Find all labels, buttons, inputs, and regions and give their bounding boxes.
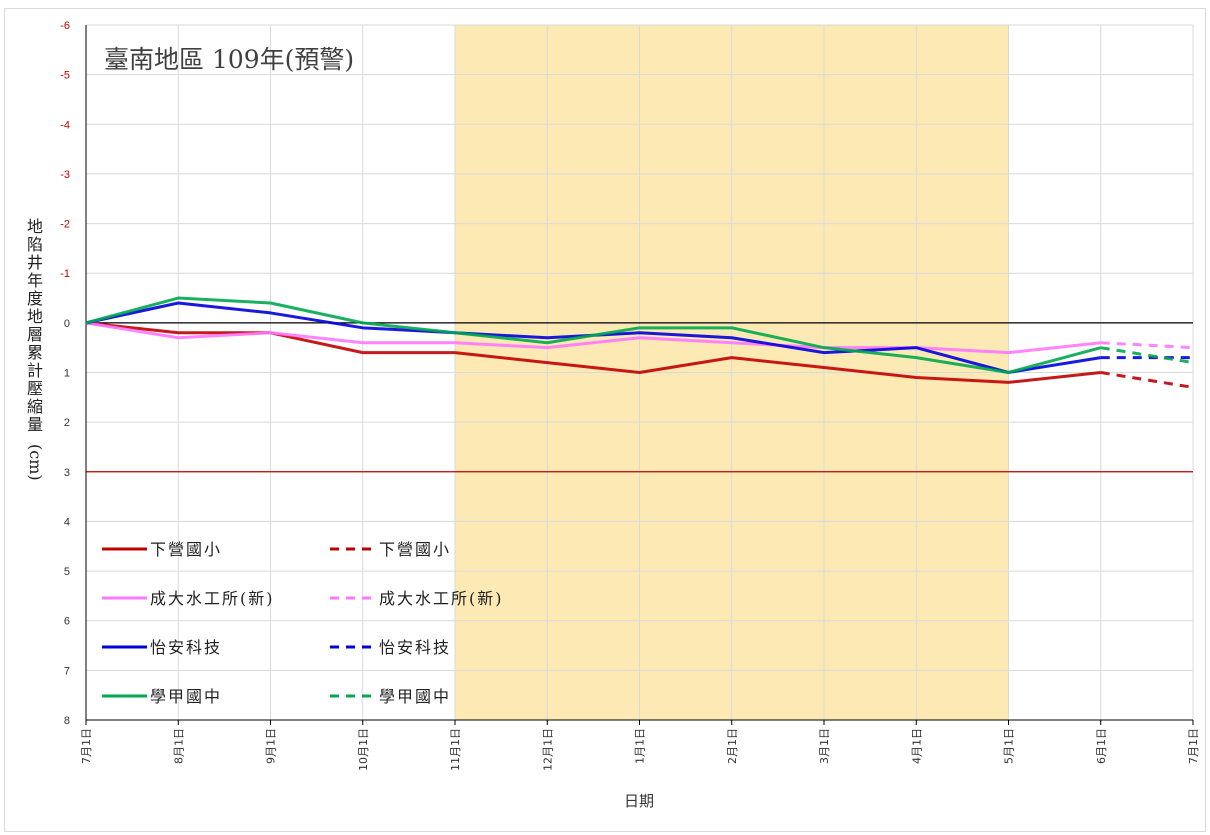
legend-label-dashed: 成大水工所(新) [379,589,504,608]
legend-label-solid: 成大水工所(新) [150,589,275,608]
x-tick-label: 5月1日 [1003,728,1016,764]
y-tick-label: -6 [60,20,70,32]
x-tick-label: 8月1日 [172,728,185,764]
x-axis-label: 日期 [624,792,655,810]
y-axis-label-char: 年 [26,271,43,290]
y-axis-label-char: 計 [26,361,43,380]
series-line [1100,341,1194,350]
legend-label-dashed: 學甲國中 [379,687,451,706]
y-tick-label: 8 [64,715,70,727]
series-line [85,321,1101,355]
x-tick-label: 3月1日 [818,728,831,764]
legend-label-dashed: 怡安科技 [379,638,451,657]
y-tick-label: 0 [64,318,70,330]
y-tick-label: 7 [64,665,70,677]
y-tick-label: 6 [64,616,70,628]
legend-label-dashed: 下營國小 [379,540,451,559]
y-axis-label-char: 累 [26,343,43,362]
y-axis-label-char: 度 [26,289,43,308]
legend-label-solid: 怡安科技 [150,638,222,657]
y-tick-label: -4 [60,119,70,131]
chart-frame [4,8,1206,832]
x-tick-label: 6月1日 [1095,728,1108,764]
series-line [1100,346,1194,365]
x-tick-label: 1月1日 [634,728,647,764]
x-tick-label: 9月1日 [265,728,278,764]
x-tick-label: 10月1日 [357,728,370,771]
x-tick-label: 7月1日 [80,728,93,764]
y-axis-label-unit: (cm) [26,444,45,481]
y-tick-label: 1 [64,368,70,380]
y-axis-label-char: 地 [26,217,43,236]
x-tick-label: 4月1日 [910,728,923,764]
y-tick-label: 3 [64,467,70,479]
y-tick-label: -3 [60,169,70,181]
x-tick-label: 7月1日 [1187,728,1200,764]
y-tick-label: -1 [60,268,70,280]
y-axis-label-char: 陷 [26,235,43,254]
y-axis-label-char: 井 [26,253,43,272]
y-axis-label-char: 縮 [26,397,43,416]
y-axis-label-char: 量 [26,415,43,434]
y-tick-label: -2 [60,219,70,231]
y-axis-label-char: 地 [26,307,43,326]
series-line [85,296,1102,374]
chart-title: 臺南地區 109年(預警) [104,45,355,74]
y-tick-label: 4 [64,516,70,528]
y-tick-label: 5 [64,566,70,578]
x-tick-label: 2月1日 [726,728,739,764]
y-axis-label-char: 壓 [26,379,43,398]
legend-label-solid: 學甲國中 [150,687,222,706]
series-line [1100,371,1194,389]
y-tick-label: 2 [64,417,70,429]
y-axis-label-char: 層 [26,325,43,344]
y-tick-label: -5 [60,70,70,82]
x-tick-label: 11月1日 [449,728,462,771]
y-axis-label: 地陷井年度地層累計壓縮量 (cm) [22,217,48,481]
legend-label-solid: 下營國小 [150,540,222,559]
x-tick-label: 12月1日 [541,728,554,771]
